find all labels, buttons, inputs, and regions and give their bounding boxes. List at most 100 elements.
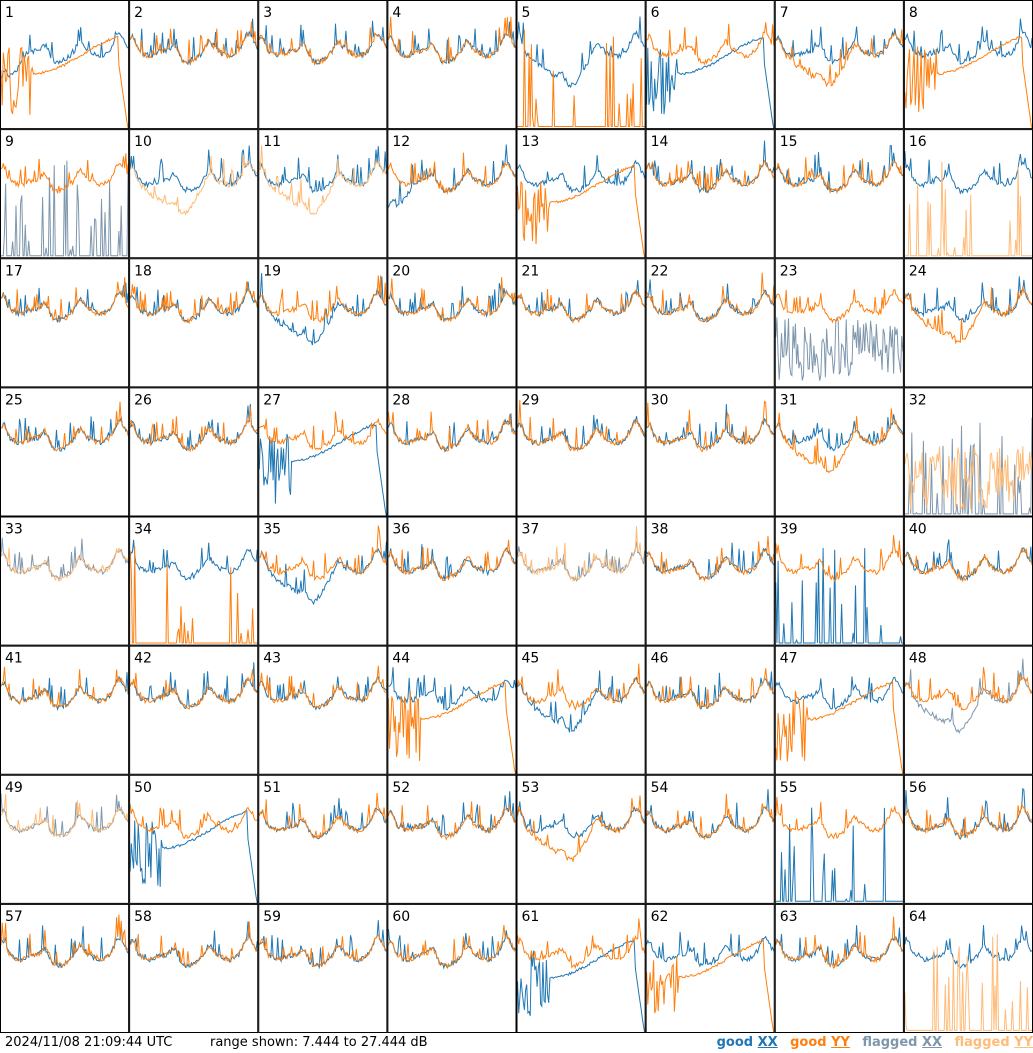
panel-44-frame — [387, 645, 517, 775]
panel-13: 13 — [516, 129, 646, 259]
panel-49-label: 49 — [5, 780, 23, 796]
panel-19-xx-series — [258, 273, 387, 346]
panel-3-frame — [258, 0, 388, 130]
panel-58-label: 58 — [134, 909, 152, 925]
panel-55-yy-series — [775, 796, 904, 840]
panel-56-xx-series — [904, 787, 1033, 840]
panel-33-frame — [0, 516, 130, 646]
panel-20-yy-series — [387, 277, 516, 323]
panel-7-label: 7 — [780, 5, 789, 21]
panel-32: 32 — [903, 387, 1033, 517]
panel-29-yy-series — [517, 400, 646, 452]
panel-62-xx-series — [646, 931, 775, 968]
panel-40-label: 40 — [909, 522, 927, 538]
panel-6-frame — [645, 0, 775, 130]
panel-62: 62 — [645, 903, 775, 1033]
panel-44-label: 44 — [392, 651, 410, 667]
panel-29-frame — [516, 387, 646, 517]
panel-23-frame — [774, 258, 904, 388]
panel-43-yy-series — [258, 665, 387, 709]
panel-22-label: 22 — [651, 263, 669, 279]
panel-28-xx-series — [387, 413, 516, 453]
panel-35-frame — [258, 516, 388, 646]
panel-55-xx-series — [775, 807, 903, 902]
panel-38-frame — [645, 516, 775, 646]
panel-36: 36 — [387, 516, 517, 646]
panel-26-label: 26 — [134, 392, 152, 408]
panel-38-yy-series — [646, 535, 775, 582]
panel-55-frame — [774, 774, 904, 904]
panel-15-frame — [774, 129, 904, 259]
panel-15-yy-series — [775, 157, 903, 195]
panel-32-yy-series — [904, 446, 1033, 510]
panel-16-label: 16 — [909, 134, 927, 150]
panel-19-yy-series — [258, 275, 387, 323]
panel-61: 61 — [516, 903, 646, 1033]
panel-39-xx-series — [775, 547, 903, 644]
panel-23-xx-series — [775, 317, 904, 381]
panel-12-label: 12 — [392, 134, 410, 150]
panel-24-xx-series — [904, 276, 1033, 323]
panel-35: 35 — [258, 516, 388, 646]
panel-16-yy-series — [904, 161, 1032, 257]
panel-27-xx-series — [258, 423, 387, 516]
legend-good-xx: good XX — [716, 1035, 778, 1050]
panel-41: 41 — [0, 645, 130, 775]
panel-46-yy-series — [646, 668, 775, 709]
panel-10-frame — [129, 129, 259, 259]
panel-54: 54 — [645, 774, 775, 904]
panel-43-frame — [258, 645, 388, 775]
panel-29-label: 29 — [522, 392, 540, 408]
panel-52-label: 52 — [392, 780, 410, 796]
panel-38-label: 38 — [651, 522, 669, 538]
panel-38: 38 — [645, 516, 775, 646]
panel-39: 39 — [774, 516, 904, 646]
panel-49: 49 — [0, 774, 130, 904]
panel-46-frame — [645, 645, 775, 775]
panel-11: 11 — [258, 129, 388, 259]
panel-53-yy-series — [517, 795, 646, 863]
panel-34-xx-series — [129, 539, 258, 581]
legend-flagged-yy: flagged YY — [954, 1035, 1033, 1050]
panel-53-frame — [516, 774, 646, 904]
panel-35-yy-series — [259, 525, 387, 582]
panel-1-yy-series — [0, 35, 129, 129]
panel-30: 30 — [645, 387, 775, 517]
panel-47-xx-series — [775, 676, 904, 710]
panel-4-label: 4 — [392, 5, 401, 21]
panel-25-label: 25 — [5, 392, 23, 408]
panel-2-xx-series — [129, 18, 258, 66]
panel-22-frame — [645, 258, 775, 388]
panel-62-label: 62 — [651, 909, 669, 925]
panel-35-xx-series — [259, 541, 387, 606]
panel-27-label: 27 — [263, 392, 281, 408]
panel-8-yy-series — [904, 36, 1033, 129]
panel-50-xx-series — [129, 809, 258, 904]
panel-8-label: 8 — [909, 5, 918, 21]
panel-20-xx-series — [388, 282, 516, 322]
panel-43: 43 — [258, 645, 388, 775]
panel-5-xx-series — [517, 16, 645, 89]
panel-58-yy-series — [129, 921, 258, 968]
panel-5-label: 5 — [522, 5, 531, 21]
panel-47: 47 — [774, 645, 904, 775]
panel-51-frame — [258, 774, 388, 904]
panel-37: 37 — [516, 516, 646, 646]
panel-46-label: 46 — [651, 651, 669, 667]
panel-14-frame — [645, 129, 775, 259]
panel-63-label: 63 — [780, 909, 798, 925]
panel-59-label: 59 — [263, 909, 281, 925]
panel-19: 19 — [258, 258, 388, 388]
panel-54-label: 54 — [651, 780, 669, 796]
panel-62-yy-series — [646, 939, 775, 1033]
panel-30-label: 30 — [651, 392, 669, 408]
panel-51-label: 51 — [263, 780, 281, 796]
panel-61-frame — [516, 903, 646, 1033]
panel-31-label: 31 — [780, 392, 798, 408]
panel-45-yy-series — [517, 663, 646, 712]
panel-6-yy-series — [646, 22, 775, 66]
panel-2-label: 2 — [134, 5, 143, 21]
panel-63: 63 — [774, 903, 904, 1033]
panel-64-xx-series — [904, 925, 1033, 969]
panel-51-xx-series — [258, 798, 387, 840]
